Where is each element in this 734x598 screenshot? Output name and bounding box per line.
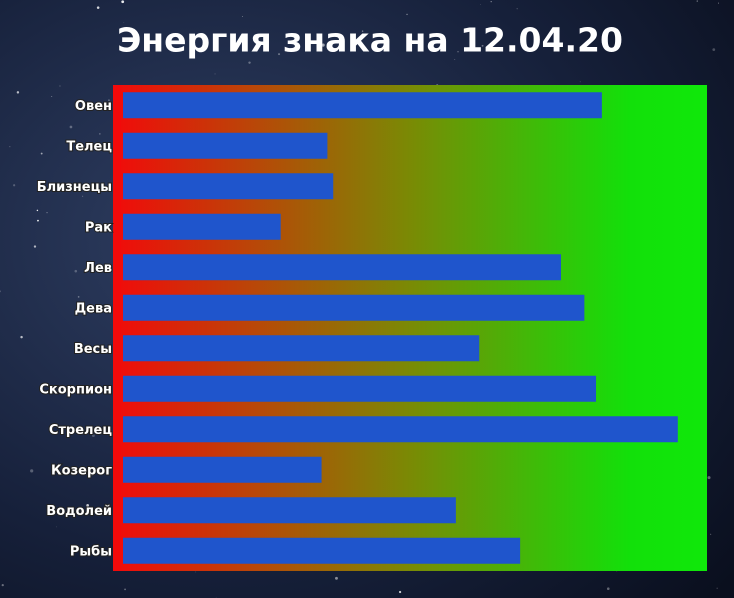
plot-area xyxy=(113,85,707,571)
star xyxy=(215,596,217,598)
y-tick-label: Стрелец xyxy=(49,423,113,438)
star xyxy=(406,13,408,16)
y-tick-label: Козерог xyxy=(51,463,112,478)
bar xyxy=(123,173,334,200)
star xyxy=(16,91,20,94)
bar xyxy=(123,294,585,321)
star xyxy=(96,6,100,9)
star xyxy=(91,434,95,438)
star xyxy=(98,132,101,135)
star xyxy=(90,472,94,476)
star xyxy=(123,21,125,23)
star xyxy=(481,44,484,47)
star xyxy=(20,335,23,339)
star xyxy=(124,588,126,591)
star xyxy=(335,576,338,580)
star xyxy=(696,0,698,2)
star xyxy=(9,146,11,148)
star xyxy=(59,85,61,87)
star xyxy=(454,59,456,60)
star xyxy=(398,590,402,594)
star xyxy=(121,0,125,4)
y-tick-label: Рыбы xyxy=(70,544,112,559)
star xyxy=(77,296,80,298)
star xyxy=(36,209,39,212)
y-tick-label: Скорпион xyxy=(39,382,112,397)
bar xyxy=(123,92,602,119)
star xyxy=(516,8,518,10)
star xyxy=(712,48,716,51)
bar xyxy=(123,375,597,402)
y-tick-label: Телец xyxy=(66,139,112,154)
star xyxy=(1,583,4,587)
star xyxy=(51,96,53,97)
star xyxy=(248,61,251,64)
bar xyxy=(123,416,678,443)
star xyxy=(69,125,73,129)
star xyxy=(579,81,581,83)
bar xyxy=(123,456,322,483)
star xyxy=(108,99,110,101)
plot-edge xyxy=(113,85,121,571)
star xyxy=(242,16,244,17)
star xyxy=(13,184,16,187)
star xyxy=(87,184,89,187)
star xyxy=(56,526,58,528)
star xyxy=(74,269,78,273)
y-tick-label: Водолей xyxy=(46,504,112,519)
star xyxy=(127,28,131,32)
star xyxy=(40,152,43,155)
star xyxy=(718,2,720,4)
star xyxy=(716,587,718,589)
bar xyxy=(123,537,521,564)
star xyxy=(86,504,89,507)
y-tick-label: Лев xyxy=(84,261,112,276)
star xyxy=(278,53,281,56)
star xyxy=(87,264,91,268)
bar xyxy=(123,335,480,362)
bar xyxy=(123,213,281,240)
star xyxy=(97,431,100,434)
y-tick-label: Овен xyxy=(75,99,112,114)
star xyxy=(37,219,39,222)
star xyxy=(214,73,216,75)
y-tick-label: Весы xyxy=(74,342,112,357)
star xyxy=(606,587,610,591)
star xyxy=(707,476,711,480)
chart-title: Энергия знака на 12.04.20 xyxy=(117,21,623,60)
star xyxy=(321,43,325,47)
bar xyxy=(123,497,456,524)
star xyxy=(82,195,84,197)
star xyxy=(0,290,1,293)
y-tick-label: Близнецы xyxy=(37,180,112,195)
star xyxy=(710,533,712,535)
star xyxy=(33,245,37,248)
star xyxy=(361,30,364,32)
bar xyxy=(123,254,561,281)
star xyxy=(490,1,492,3)
star xyxy=(195,571,197,573)
star xyxy=(30,469,34,473)
star xyxy=(457,50,459,53)
star xyxy=(480,4,481,5)
y-tick-label: Рак xyxy=(85,220,112,235)
y-tick-label: Дева xyxy=(75,301,112,316)
star xyxy=(46,212,48,214)
bar xyxy=(123,132,328,159)
